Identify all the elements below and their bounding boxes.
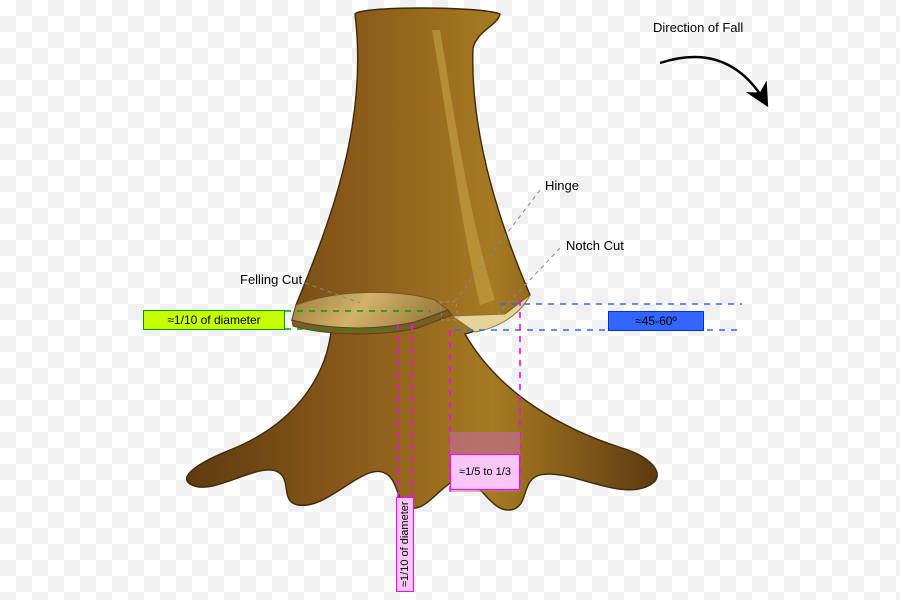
box-notch-angle: ≈45-60º [608, 311, 704, 331]
diagram-svg [0, 0, 900, 600]
box-notch-depth: ≈1/5 to 1/3 [450, 454, 520, 490]
label-hinge: Hinge [545, 178, 579, 193]
label-direction-of-fall: Direction of Fall [653, 20, 743, 35]
label-notch-cut: Notch Cut [566, 238, 624, 253]
tree-trunk [187, 8, 658, 510]
fall-direction-arrow [660, 57, 767, 105]
box-hinge-offset: ≈1/10 of diameter [396, 497, 414, 592]
label-felling-cut: Felling Cut [240, 272, 302, 287]
tree-felling-diagram: Direction of Fall Hinge Notch Cut Fellin… [0, 0, 900, 600]
box-felling-offset: ≈1/10 of diameter [143, 310, 285, 330]
